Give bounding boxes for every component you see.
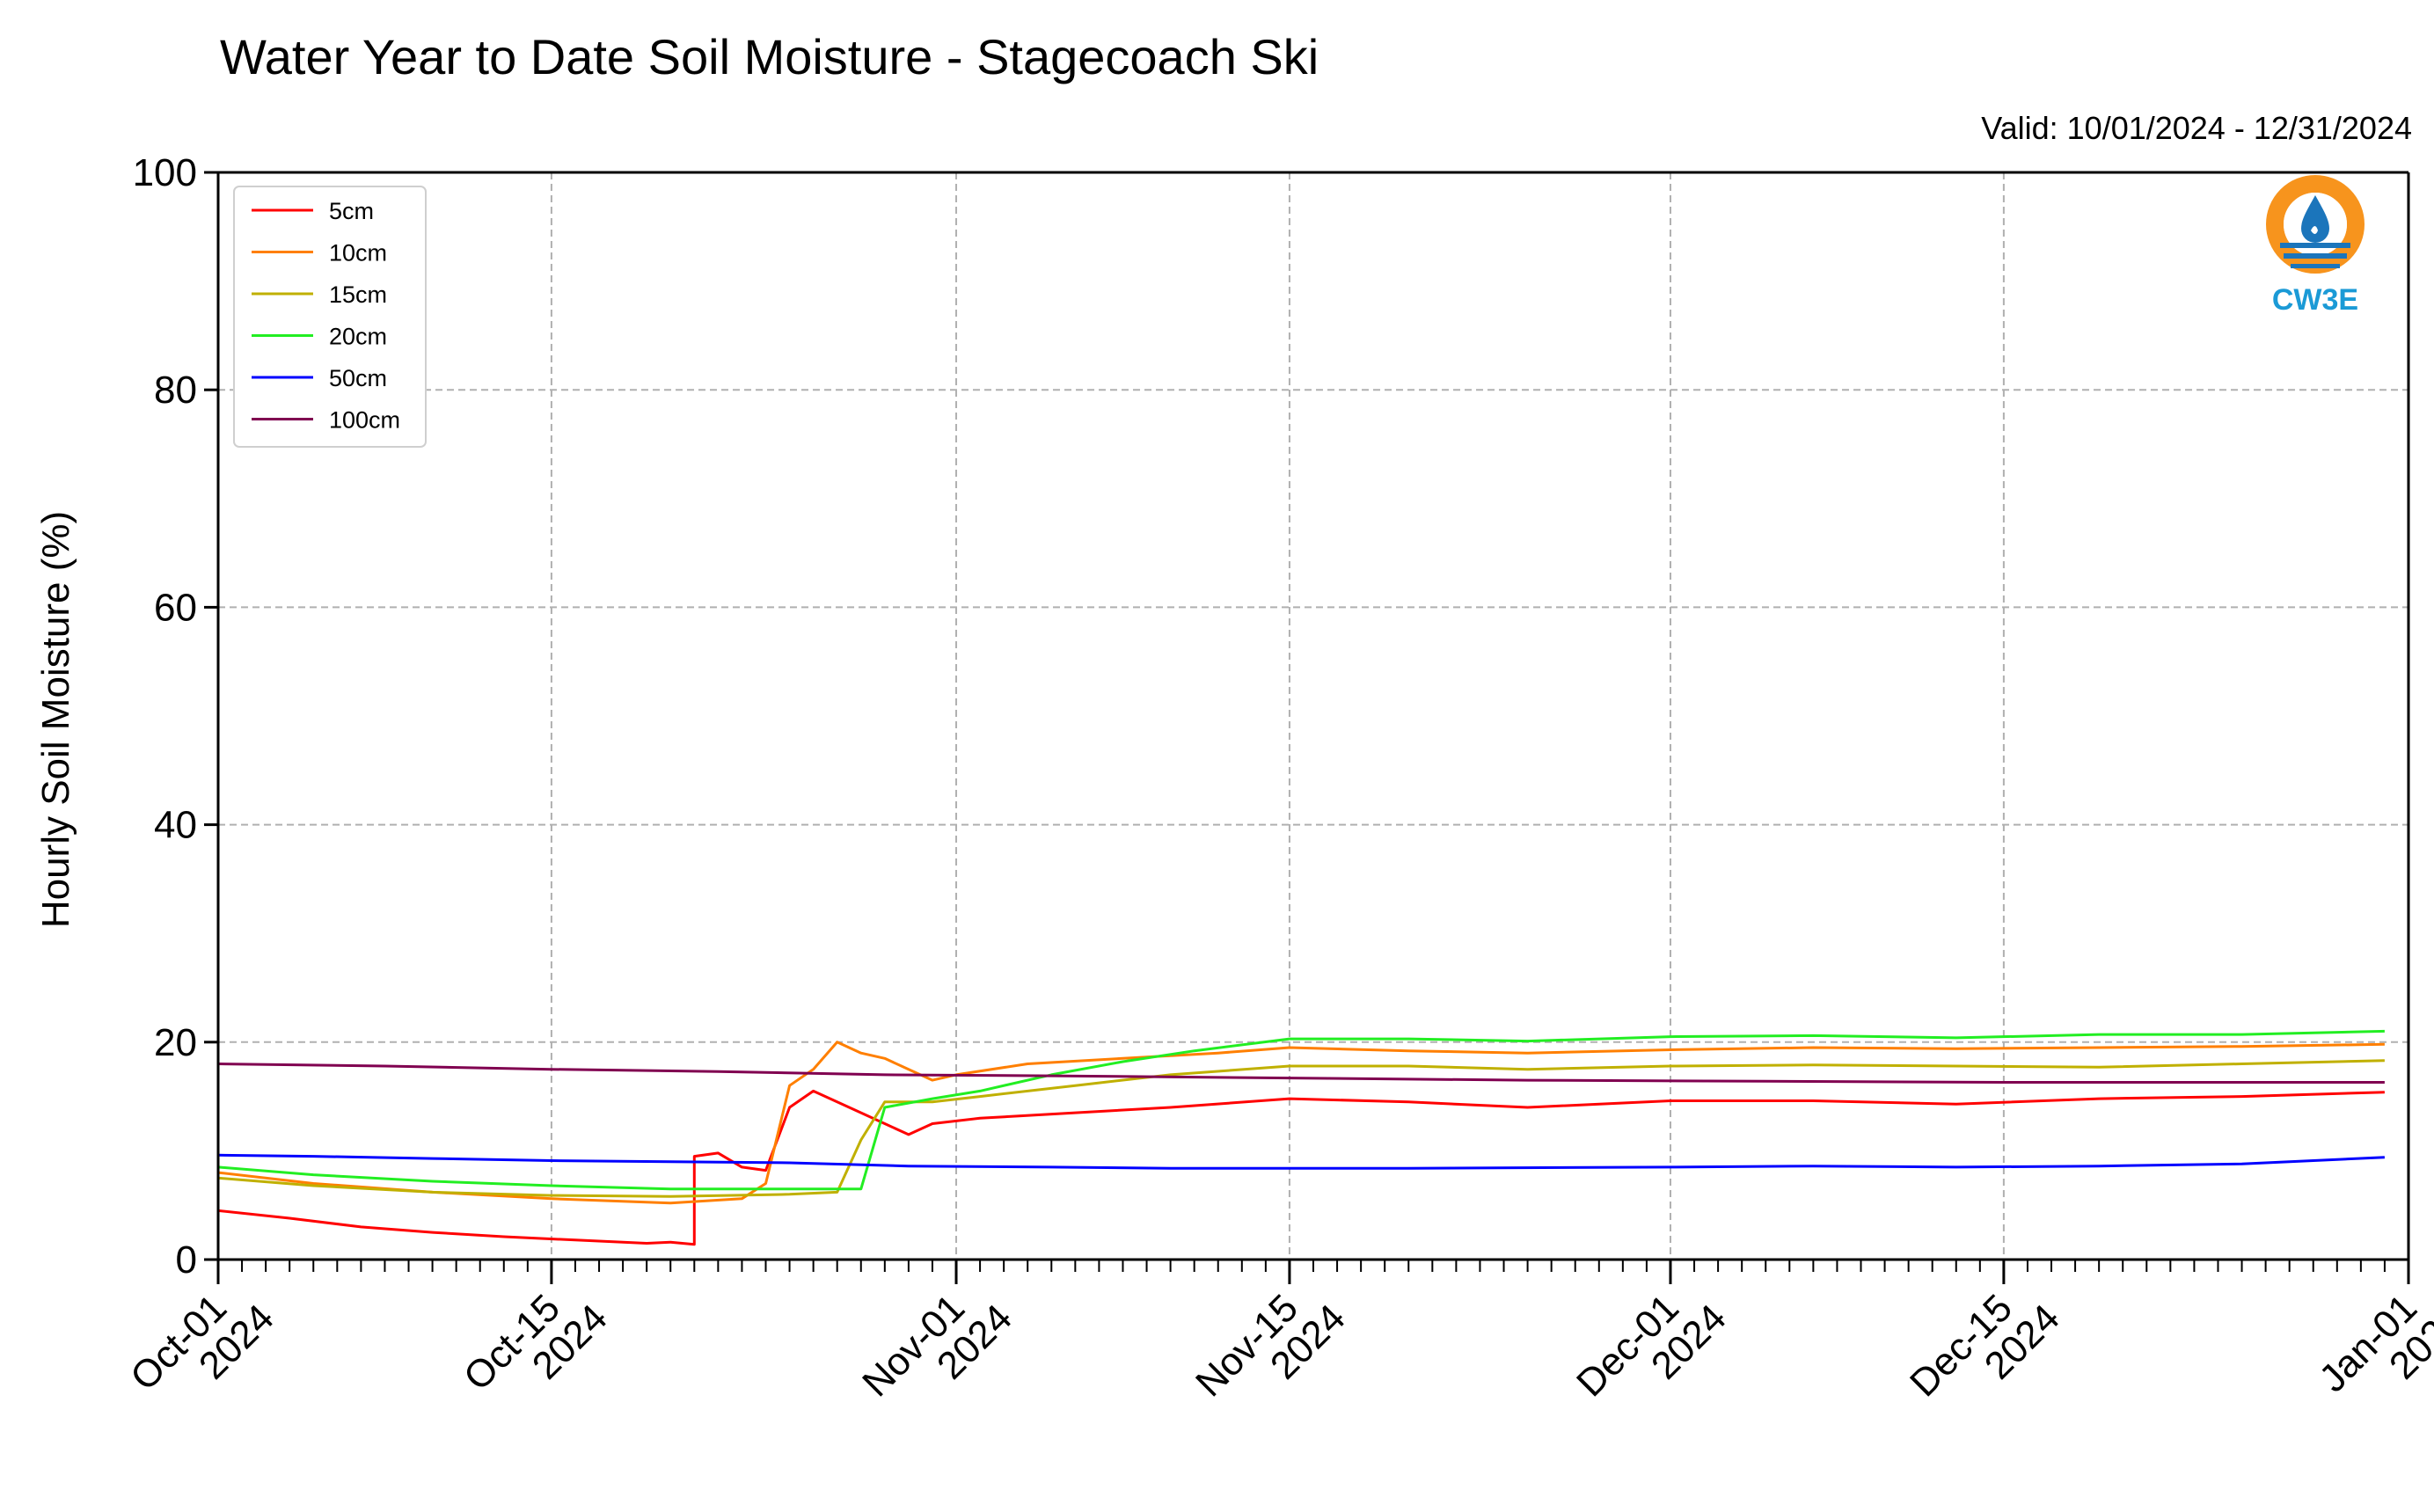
- series-line-15cm: [217, 1059, 2385, 1198]
- series-line-50cm: [217, 1153, 2385, 1170]
- y-tick-label: 60: [154, 586, 197, 629]
- legend-label-100cm: 100cm: [329, 407, 400, 434]
- legend-label-5cm: 5cm: [329, 198, 374, 224]
- series-line-10cm: [217, 1041, 2385, 1205]
- y-tick-label: 100: [133, 151, 197, 194]
- y-axis-label: Hourly Soil Moisture (%): [34, 511, 77, 928]
- cw3e-logo: CW3E: [2266, 175, 2365, 317]
- legend-label-15cm: 15cm: [329, 281, 387, 308]
- series-lines: [217, 1029, 2385, 1246]
- y-tick-label: 20: [154, 1021, 197, 1064]
- chart-title: Water Year to Date Soil Moisture - Stage…: [220, 29, 1319, 84]
- y-tick-label: 40: [154, 804, 197, 847]
- water-drop-logo-icon: [2266, 175, 2365, 274]
- legend-label-10cm: 10cm: [329, 240, 387, 267]
- series-line-5cm: [217, 1089, 2385, 1246]
- grid-lines: [218, 172, 2408, 1260]
- series-line-20cm: [217, 1029, 2385, 1191]
- logo-text: CW3E: [2272, 283, 2358, 317]
- legend-label-20cm: 20cm: [329, 324, 387, 350]
- legend-label-50cm: 50cm: [329, 365, 387, 391]
- y-tick-label: 0: [176, 1238, 197, 1282]
- chart-subtitle: Valid: 10/01/2024 - 12/31/2024: [1981, 110, 2412, 146]
- y-tick-label: 80: [154, 369, 197, 412]
- series-line-100cm: [217, 1063, 2385, 1084]
- legend: 5cm 10cm 15cm 20cm 50cm 100cm: [233, 186, 427, 448]
